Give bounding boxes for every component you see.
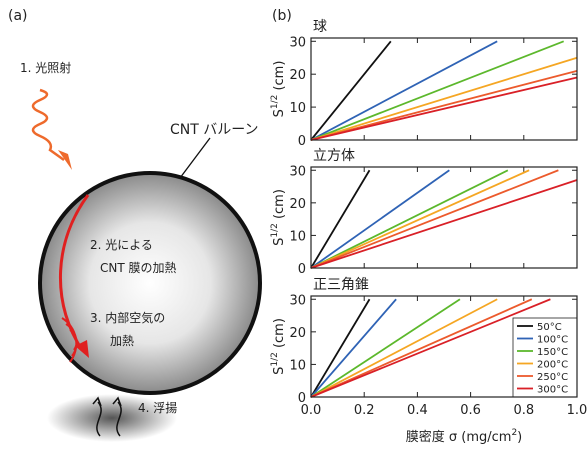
plot-frame: [310, 166, 578, 269]
x-label: 膜密度 σ (mg/cm2): [406, 428, 523, 445]
x-tick-label: 0.2: [354, 403, 375, 418]
legend-label: 300°C: [537, 385, 568, 396]
y-tick-label: 0: [298, 262, 306, 277]
y-label-part: 1/2: [270, 95, 280, 109]
y-label-part: (cm): [272, 189, 287, 223]
legend-label: 200°C: [537, 360, 568, 371]
y-tick-label: 20: [289, 197, 306, 212]
series-line: [310, 169, 509, 269]
chart-title: 球: [313, 19, 327, 35]
label: 4. 浮揚: [138, 401, 177, 415]
label: 2. 光による: [90, 238, 153, 252]
plot-frame: [310, 37, 578, 141]
light-wave: [31, 88, 65, 162]
plot-frame: [310, 295, 578, 398]
panel-label: (a): [8, 8, 28, 24]
y-label-part: (cm): [272, 318, 287, 352]
series-line: [310, 169, 530, 269]
x-tick-label: 1.0: [567, 403, 588, 418]
series-line: [310, 169, 371, 269]
balloon: [38, 171, 262, 395]
series-line: [310, 298, 533, 398]
series-line: [310, 169, 559, 269]
series-line: [310, 70, 578, 141]
series-line: [310, 298, 461, 398]
x-tick-label: 0.8: [513, 403, 534, 418]
x-tick-label: 0.0: [301, 403, 322, 418]
y-label: S1/2 (cm): [270, 61, 287, 118]
series-line: [310, 298, 371, 398]
y-label-part: S: [272, 238, 287, 246]
y-tick-label: 10: [289, 229, 306, 244]
y-tick-label: 0: [298, 134, 306, 149]
series-line: [310, 40, 392, 141]
y-tick-label: 10: [289, 101, 306, 116]
heat-waves: [61, 317, 78, 363]
arrow-head: [75, 340, 89, 358]
legend-box: [512, 317, 578, 398]
series-line: [310, 40, 498, 141]
label: 加熱: [110, 334, 134, 348]
label: 1. 光照射: [20, 60, 71, 75]
y-tick-label: 20: [289, 326, 306, 341]
y-tick-label: 30: [289, 164, 306, 179]
series-line: [310, 169, 450, 269]
legend-label: 100°C: [537, 335, 568, 346]
diagram: (a) (b) 1. 光照射 CNT バルーン 2. 光による CNT 膜の加熱…: [8, 8, 292, 442]
label: CNT 膜の加熱: [100, 261, 177, 275]
label: CNT バルーン: [170, 122, 259, 138]
series-line: [310, 179, 578, 269]
x-label-part: 2: [511, 428, 517, 438]
shadow: [47, 394, 177, 442]
y-label-part: 1/2: [270, 352, 280, 366]
y-tick-label: 30: [289, 293, 306, 308]
label: 3. 内部空気の: [90, 310, 165, 325]
series-line: [310, 298, 551, 398]
series-line: [310, 56, 578, 141]
legend-label: 150°C: [537, 347, 568, 358]
arrow-head: [92, 396, 122, 407]
x-label-part: 膜密度 σ (mg/cm: [406, 429, 512, 445]
chart-title: 正三角錐: [313, 277, 369, 293]
legend-label: 250°C: [537, 372, 568, 383]
chart-title: 立方体: [313, 148, 355, 164]
y-label-part: (cm): [272, 61, 287, 95]
y-tick-label: 0: [298, 391, 306, 406]
x-tick-label: 0.6: [460, 403, 481, 418]
series-line: [310, 298, 397, 398]
y-tick-label: 20: [289, 68, 306, 83]
panel-label: (b): [272, 8, 292, 24]
y-label: S1/2 (cm): [270, 318, 287, 375]
lift-arrows: [96, 401, 122, 437]
pointer: [179, 137, 211, 179]
y-label-part: S: [272, 367, 287, 375]
y-label: S1/2 (cm): [270, 189, 287, 246]
y-label-part: 1/2: [270, 223, 280, 237]
y-tick-label: 30: [289, 35, 306, 50]
y-tick-label: 10: [289, 358, 306, 373]
x-label-part: ): [517, 430, 522, 445]
series-line: [310, 40, 565, 141]
series-line: [310, 298, 498, 398]
arrow-head: [58, 150, 72, 170]
series-line: [310, 76, 578, 141]
x-tick-label: 0.4: [407, 403, 428, 418]
legend-label: 50°C: [537, 322, 562, 333]
y-label-part: S: [272, 109, 287, 117]
